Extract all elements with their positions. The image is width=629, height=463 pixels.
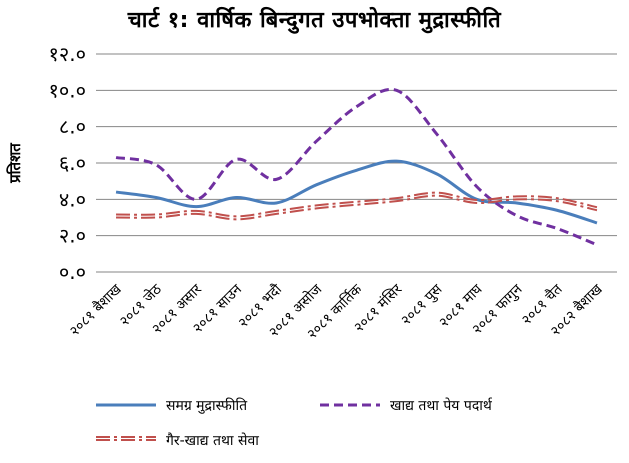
legend-label: गैर-खाद्य तथा सेवा: [166, 432, 259, 449]
y-tick-label: १०.०: [48, 78, 86, 102]
y-tick-label: ८.०: [59, 115, 86, 139]
series-line: [115, 159, 598, 225]
y-tick-label: २.०: [59, 224, 86, 248]
x-tick-label: २०८१ बैशाख: [66, 280, 125, 339]
chart-title: चार्ट १: वार्षिक बिन्दुगत उपभोक्ता मुद्र…: [127, 8, 502, 33]
legend-label: खाद्य तथा पेय पदार्थ: [390, 397, 493, 414]
series-line: [116, 194, 598, 221]
y-tick-label: ६.०: [59, 151, 86, 175]
series-line: [116, 191, 598, 218]
y-tick-label: ४.०: [59, 187, 86, 211]
series-line: [115, 87, 598, 247]
y-tick-label: १२.०: [48, 42, 86, 66]
y-axis-label: प्रतिशत: [6, 142, 24, 184]
legend-label: समग्र मुद्रास्फीति: [166, 397, 248, 414]
y-tick-label: ०.०: [59, 260, 86, 284]
